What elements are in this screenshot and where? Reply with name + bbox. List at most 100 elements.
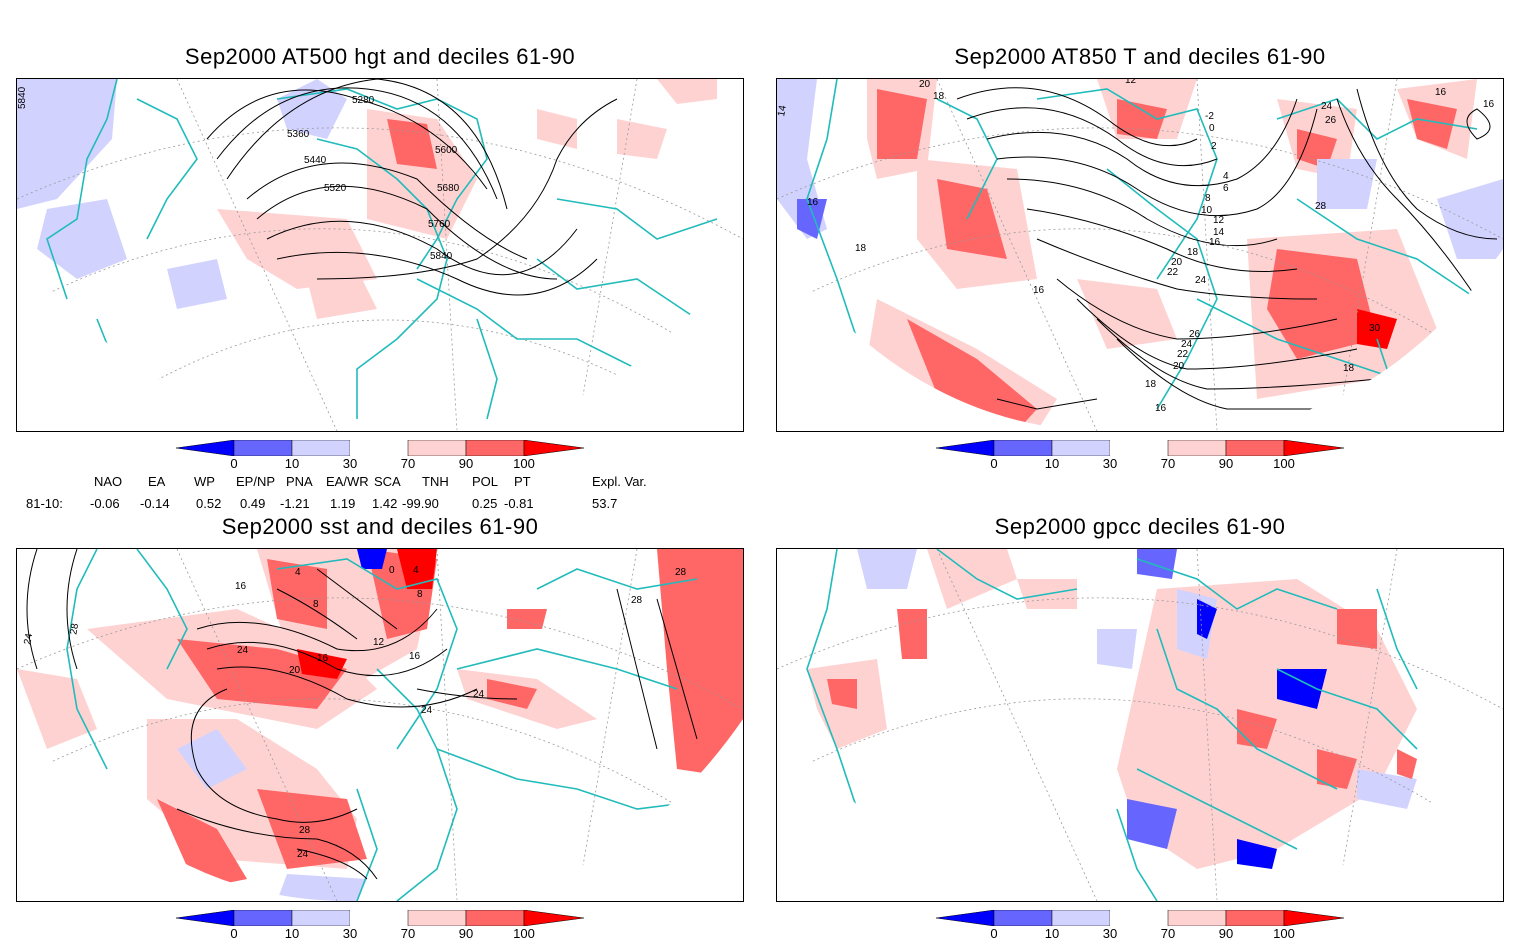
contour-label: 28 (68, 622, 81, 635)
index-header: TNH (422, 474, 449, 489)
contour-label: 5840 (17, 86, 28, 109)
shading (807, 549, 1417, 869)
contour-label: 16 (235, 581, 247, 592)
colorbar-tick: 30 (1102, 456, 1118, 471)
hemisphere-mask (777, 719, 1503, 901)
hemisphere-mask (17, 249, 743, 431)
contour-label: 5520 (324, 183, 347, 194)
contour-label: 12 (1125, 79, 1137, 86)
panel-title-sst: Sep2000 sst and deciles 61-90 (221, 514, 539, 539)
contour-label: 5600 (435, 145, 458, 156)
colorbar-sst: 0 10 30 70 90 100 (175, 909, 586, 941)
colorbar-tick: 90 (458, 926, 474, 941)
contour-label: 0 (389, 565, 395, 576)
index-header: WP (194, 474, 215, 489)
map-sst: 24 28 16 4 8 12 16 20 24 0 4 8 16 24 24 … (16, 548, 744, 902)
contour-labels: 14 20 18 12 -2 0 2 4 6 8 10 12 14 16 18 … (777, 79, 1495, 414)
colorbar-tick: 100 (513, 456, 535, 471)
contour-label: 24 (1321, 101, 1333, 112)
colorbar-tick: 30 (342, 926, 358, 941)
index-header: EP/NP (236, 474, 276, 489)
shading (17, 79, 717, 319)
contour-label: 5440 (304, 155, 327, 166)
index-value: 0.49 (240, 496, 266, 511)
hemisphere-mask (17, 719, 743, 901)
grid-lines (777, 549, 1503, 901)
index-value: 1.19 (330, 496, 356, 511)
contour-label: 26 (1189, 329, 1201, 340)
grid-lines (17, 549, 743, 901)
contour-label: 14 (777, 104, 789, 117)
index-value: -99.90 (402, 496, 439, 511)
contour-label: 14 (1213, 227, 1225, 238)
shading (777, 79, 1503, 431)
contour-label: 4 (295, 567, 301, 578)
coastlines (806, 549, 1418, 901)
panel-title-hgt500: Sep2000 AT500 hgt and deciles 61-90 (184, 44, 576, 69)
contour-label: 5680 (437, 183, 460, 194)
colorbar-tick: 0 (230, 926, 238, 941)
index-header: EA/WR (326, 474, 369, 489)
contour-label: 18 (1187, 247, 1199, 258)
contour-label: 20 (919, 79, 931, 90)
contour-label: 16 (1483, 99, 1495, 110)
colorbar-t850: 0 10 30 70 90 100 (935, 439, 1346, 474)
colorbar-tick: 10 (1044, 926, 1060, 941)
index-header: EA (148, 474, 166, 489)
colorbar-tick: 30 (1102, 926, 1118, 941)
contour-label: 16 (1435, 87, 1447, 98)
contour-label: 24 (297, 849, 309, 860)
contour-label: 30 (1369, 323, 1381, 334)
index-header: Expl. Var. (592, 474, 647, 489)
contour-label: 26 (1325, 115, 1337, 126)
contour-label: 20 (289, 665, 301, 676)
colorbar-gpcc: 0 10 30 70 90 100 (935, 909, 1346, 941)
map-gpcc (776, 548, 1504, 902)
colorbar-tick: 90 (1218, 456, 1234, 471)
colorbar-tick: 70 (1160, 926, 1176, 941)
coastlines (66, 549, 718, 901)
contour-label: 5840 (430, 251, 453, 262)
colorbar-tick: 0 (230, 456, 238, 471)
contour-label: 16 (317, 653, 329, 664)
index-header: PT (514, 474, 531, 489)
contour-label: 24 (237, 645, 249, 656)
grid-lines (777, 79, 1503, 431)
contour-label: 5280 (352, 95, 375, 106)
colorbar-tick: 100 (1273, 456, 1295, 471)
contour-labels: 5840 5280 5360 5440 5520 5600 5680 5760 … (17, 86, 460, 262)
contour-label: 22 (1167, 267, 1179, 278)
contour-label: 18 (1343, 363, 1355, 374)
colorbar-tick: 0 (990, 456, 998, 471)
colorbar-tick: 100 (513, 926, 535, 941)
contour-label: 20 (1171, 257, 1183, 268)
contour-label: 16 (807, 197, 819, 208)
contour-label: 16 (1155, 403, 1167, 414)
contour-label: 8 (313, 599, 319, 610)
colorbar-tick: 10 (1044, 456, 1060, 471)
index-value: 1.42 (372, 496, 398, 511)
panel-title-gpcc: Sep2000 gpcc deciles 61-90 (994, 514, 1286, 539)
contour-label: 24 (22, 632, 35, 645)
contour-label: 5360 (287, 129, 310, 140)
contour-label: 8 (417, 589, 423, 600)
colorbar-tick: 100 (1273, 926, 1295, 941)
contour-label: 24 (1181, 339, 1193, 350)
index-value: 0.25 (472, 496, 498, 511)
contour-label: 28 (299, 825, 311, 836)
contour-label: 18 (855, 243, 867, 254)
colorbar-tick: 0 (990, 926, 998, 941)
index-value: -0.14 (140, 496, 170, 511)
contour-label: 18 (1145, 379, 1157, 390)
contours (26, 549, 698, 880)
index-header: SCA (374, 474, 401, 489)
contour-label: 16 (1033, 285, 1045, 296)
contour-label: 28 (631, 595, 643, 606)
map-hgt500: 5840 5280 5360 5440 5520 5600 5680 5760 … (16, 78, 744, 432)
map-t850: 14 20 18 12 -2 0 2 4 6 8 10 12 14 16 18 … (776, 78, 1504, 432)
coastlines (806, 79, 1478, 410)
contour-label: 8 (1205, 193, 1211, 204)
panel-title-t850: Sep2000 AT850 T and deciles 61-90 (954, 44, 1326, 69)
index-value: -0.06 (90, 496, 120, 511)
colorbar-tick: 90 (1218, 926, 1234, 941)
